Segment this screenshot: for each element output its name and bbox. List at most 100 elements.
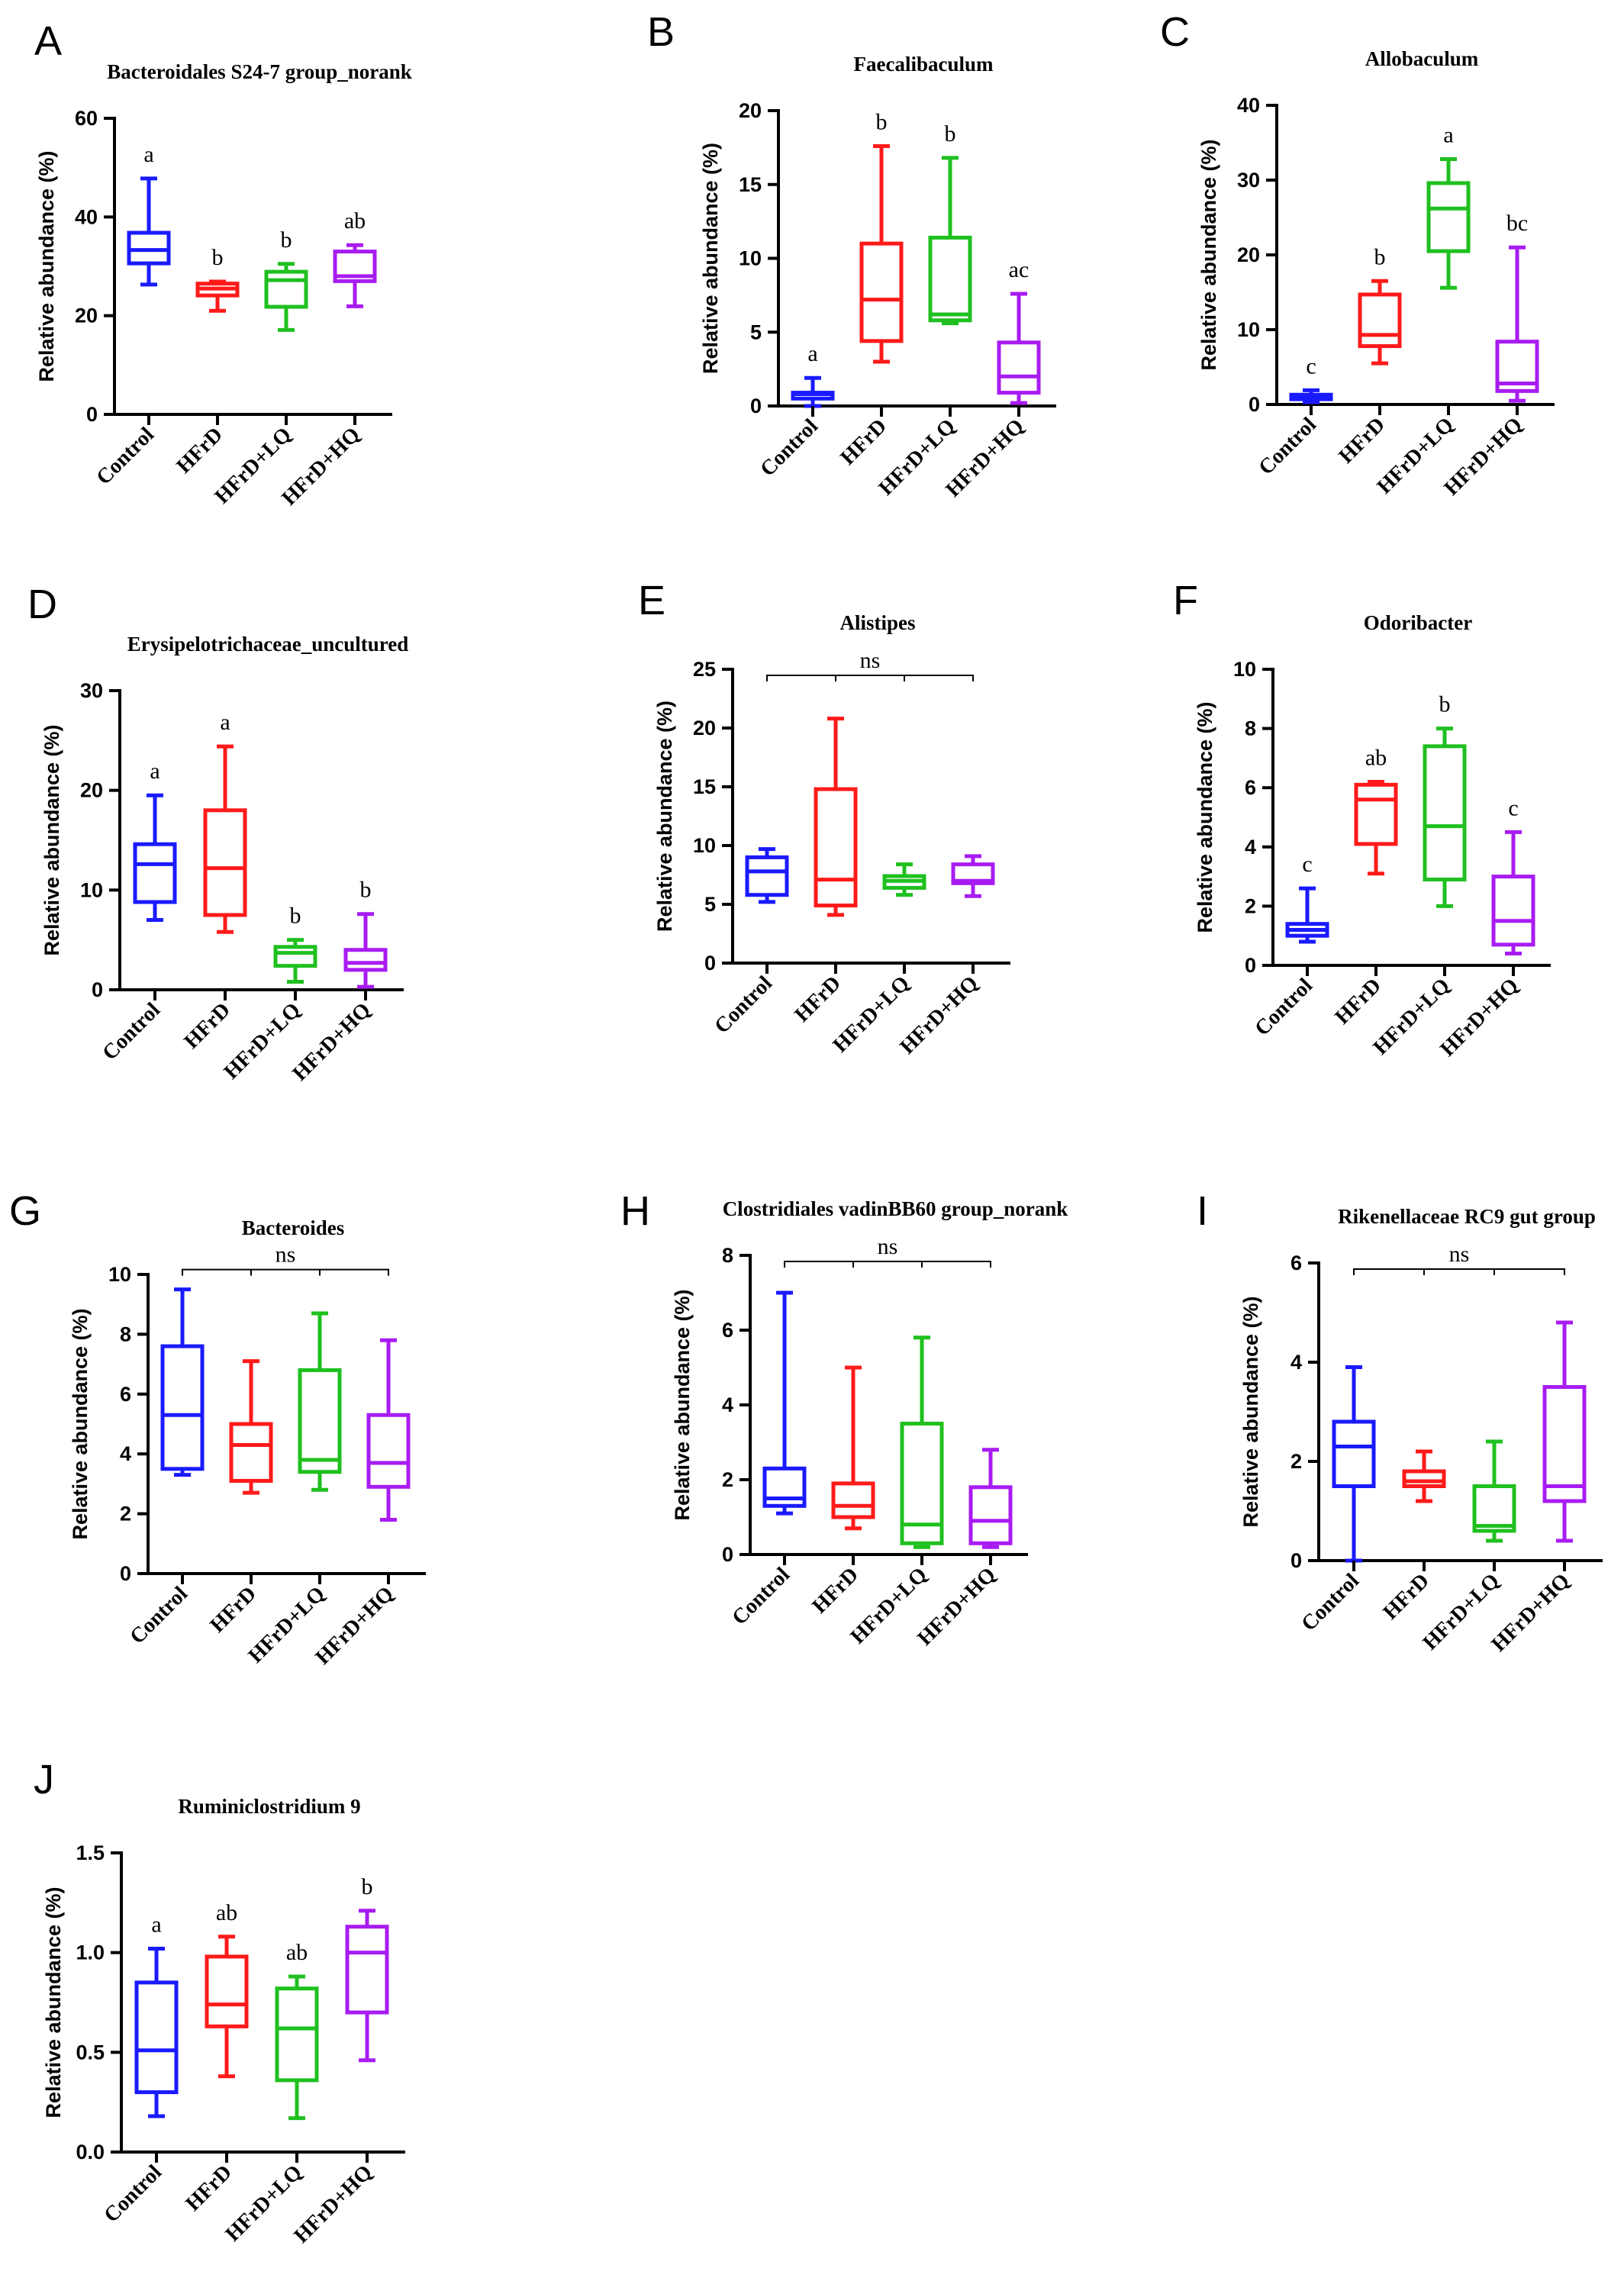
ns-label: ns: [276, 1242, 296, 1268]
box-4: [333, 243, 377, 308]
panel-letter: A: [34, 18, 62, 64]
category-label: HFrD: [1334, 413, 1390, 469]
box-3: [882, 862, 926, 897]
y-tick-label: 2: [120, 1503, 131, 1525]
panel-j: J Ruminiclostridium 9 0.0 0.5 1.0 1.5 Relative…: [34, 1757, 405, 2248]
box-iqr: [333, 250, 377, 283]
box-iqr: [1423, 744, 1467, 881]
category-label: Control: [710, 971, 777, 1039]
y-tick-label: 10: [739, 247, 762, 270]
box-4: [345, 1909, 389, 2063]
significance-letter: a: [143, 142, 153, 167]
box-2: [203, 744, 247, 934]
y-tick-label: 0.5: [76, 2041, 105, 2064]
panel-d: D Erysipelotrichaceae_uncultured 0 10 20 30 Re…: [27, 582, 408, 1086]
box-2: [195, 279, 240, 313]
y-tick-label: 0: [722, 1543, 733, 1566]
category-label: HFrD: [172, 423, 227, 478]
panel-b: B Faecalibaculum 0 5 10 15 20 Relative abundanc…: [647, 9, 1056, 502]
significance-letter: c: [1302, 852, 1312, 877]
y-tick-label: 10: [80, 878, 103, 901]
y-tick-label: 4: [1245, 836, 1256, 859]
panel-letter: D: [27, 582, 57, 627]
box-1: [133, 793, 177, 923]
y-axis-label: Relative abundance (%): [1194, 701, 1216, 933]
significance-letter: a: [807, 341, 817, 366]
significance-letter: b: [290, 904, 301, 929]
box-iqr: [1426, 181, 1471, 253]
y-tick-label: 10: [108, 1263, 131, 1286]
significance-letter: c: [1508, 795, 1518, 820]
y-tick-label: 15: [739, 173, 762, 196]
y-axis-label: Relative abundance (%): [40, 724, 63, 955]
panel-letter: G: [9, 1188, 41, 1234]
y-axis-label: Relative abundance (%): [69, 1308, 92, 1539]
ns-label: ns: [1449, 1242, 1470, 1267]
box-3: [1423, 727, 1467, 908]
panel-g: G Bacteroides 0 2 4 6 8 10 Relative abundance (%…: [9, 1188, 426, 1670]
y-tick-label: 8: [722, 1244, 733, 1267]
box-iqr: [814, 787, 858, 908]
y-tick-label: 1.0: [76, 1941, 105, 1964]
box-3: [275, 1974, 319, 2121]
significance-letter: ab: [286, 1940, 308, 1965]
y-tick-label: 30: [1237, 169, 1260, 192]
chart-title: Faecalibaculum: [854, 53, 994, 76]
y-tick-label: 0: [1290, 1549, 1302, 1572]
box-3: [900, 1335, 944, 1549]
box-3: [1426, 157, 1471, 290]
y-tick-label: 0: [750, 395, 762, 417]
box-1: [1289, 388, 1333, 404]
box-4: [951, 854, 995, 898]
box-3: [264, 262, 308, 332]
box-iqr: [1495, 340, 1539, 393]
box-iqr: [762, 1466, 807, 1508]
box-iqr: [134, 1980, 179, 2095]
box-4: [366, 1338, 411, 1522]
category-label: Control: [98, 998, 165, 1065]
box-2: [1354, 779, 1398, 876]
category-label: HFrD: [179, 998, 235, 1054]
y-tick-label: 10: [693, 834, 716, 857]
y-tick-label: 20: [693, 717, 716, 739]
y-tick-label: 2: [1245, 894, 1256, 917]
y-tick-label: 60: [75, 107, 98, 130]
chart-title: Bacteroidales S24-7 group_norank: [107, 60, 412, 83]
box-iqr: [343, 948, 388, 972]
category-label: HFrD: [807, 1563, 863, 1619]
significance-letter: a: [220, 710, 230, 735]
box-4: [997, 292, 1041, 405]
y-axis-label: Relative abundance (%): [1197, 139, 1220, 370]
category-label: HFrD: [836, 414, 891, 470]
box-iqr: [205, 1954, 249, 2028]
y-tick-label: 0: [120, 1562, 131, 1585]
box-1: [1332, 1365, 1376, 1563]
panel-i: I Rikenellaceae RC9 gut group 0 2 4 6 Relative…: [1197, 1188, 1603, 1657]
box-iqr: [203, 808, 247, 917]
category-label: Control: [125, 1582, 192, 1649]
panel-c: C Allobaculum 0 10 20 30 40 Relative abundance …: [1160, 9, 1555, 501]
significance-letter: b: [360, 878, 372, 903]
panel-h: H Clostridiales vadinBB60 group_norank 0 2 4…: [620, 1188, 1068, 1651]
significance-letter: c: [1306, 353, 1316, 379]
box-iqr: [951, 862, 995, 885]
significance-letter: b: [1374, 244, 1386, 269]
box-2: [1358, 279, 1402, 366]
box-iqr: [831, 1481, 875, 1519]
y-tick-label: 5: [704, 893, 716, 916]
box-iqr: [264, 269, 308, 309]
box-2: [229, 1359, 273, 1495]
panel-f: F Odoribacter 0 2 4 6 8 10 Relative abundance (%…: [1173, 578, 1551, 1062]
significance-letter: ab: [344, 208, 366, 234]
box-2: [205, 1935, 249, 2079]
box-2: [1402, 1449, 1446, 1503]
panel-letter: B: [647, 9, 675, 55]
box-1: [127, 176, 171, 287]
y-tick-label: 6: [120, 1383, 131, 1406]
panel-letter: H: [620, 1188, 650, 1234]
y-tick-label: 4: [1290, 1351, 1302, 1374]
significance-letter: b: [876, 109, 888, 134]
box-4: [1542, 1320, 1587, 1543]
y-tick-label: 20: [1237, 243, 1260, 266]
